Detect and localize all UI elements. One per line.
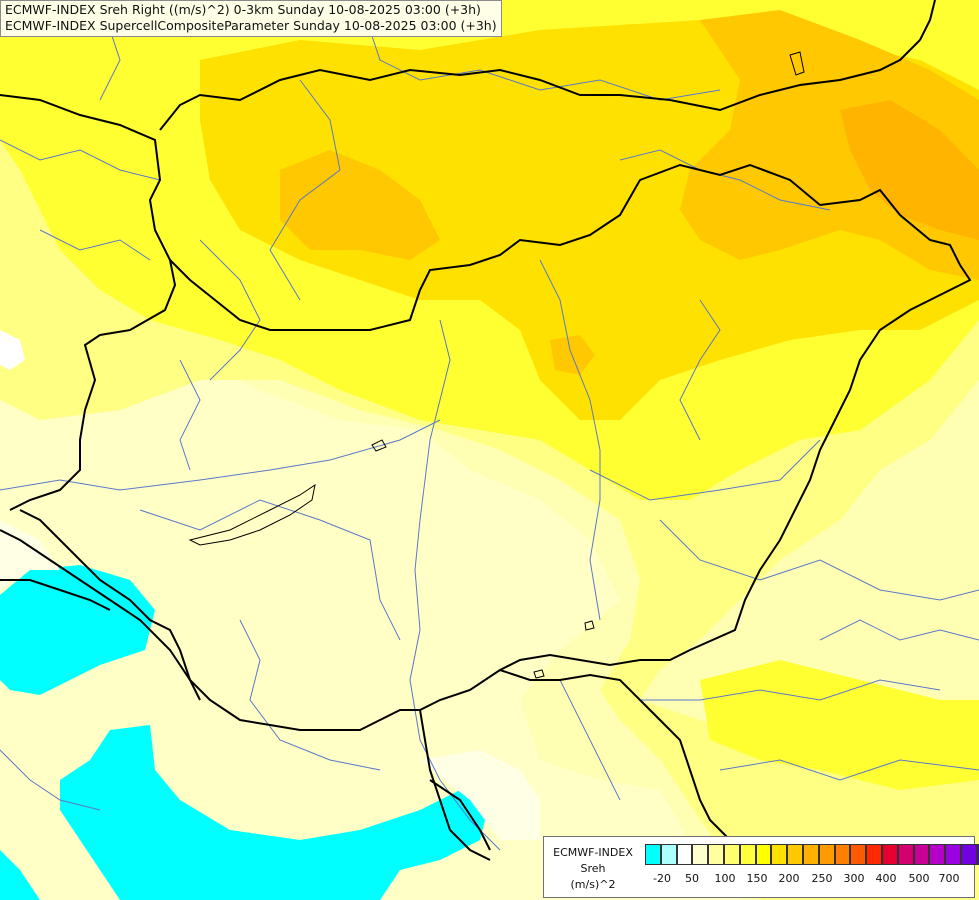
border-north [0, 94, 177, 511]
sreh-negative-south [60, 725, 490, 900]
border-croatia [0, 529, 491, 861]
country-borders [0, 0, 972, 861]
border-ukraine [919, 0, 936, 41]
border-sw [0, 579, 111, 611]
legend-swatch [723, 844, 740, 865]
legend-swatch [692, 844, 709, 865]
legend-ticks: -20 50 100 150 200 250 300 400 500 700 [645, 872, 975, 888]
sreh-band-orange [840, 100, 979, 240]
legend-label: ECMWF-INDEX Sreh (m/s)^2 [544, 837, 642, 893]
legend-swatch [771, 844, 788, 865]
border-hungary [19, 163, 972, 731]
sreh-low-west [0, 330, 25, 370]
legend-swatch [787, 844, 803, 865]
legend-swatch [739, 844, 756, 865]
legend-tick-label: 200 [778, 872, 800, 885]
lake-se [584, 620, 595, 631]
legend-swatch [645, 844, 661, 865]
legend-swatch [976, 844, 979, 865]
legend-tick-label: 50 [685, 872, 699, 885]
sreh-band-amber [280, 150, 440, 260]
legend-swatch [850, 844, 867, 865]
legend-swatch [818, 844, 835, 865]
legend-tick-label: 500 [908, 872, 930, 885]
legend-swatch [866, 844, 882, 865]
legend-swatch [834, 844, 851, 865]
legend-swatch [660, 844, 677, 865]
legend-tick-label: 100 [714, 872, 736, 885]
border-serbia [499, 669, 731, 841]
lake-small [371, 439, 387, 452]
legend-swatch [676, 844, 693, 865]
lake-ne [789, 51, 805, 76]
legend-tick-label: 250 [811, 872, 833, 885]
sreh-negative-southwest [0, 850, 40, 900]
legend-label-line-2: Sreh [580, 862, 606, 875]
legend-swatch [755, 844, 772, 865]
color-legend: ECMWF-INDEX Sreh (m/s)^2 -20 50 100 150 200 2… [543, 836, 979, 898]
legend-swatch [929, 844, 946, 865]
lakes [188, 51, 805, 679]
legend-tick-label: -20 [653, 872, 671, 885]
map-title-line-2: ECMWF-INDEX SupercellCompositeParameter … [5, 18, 497, 33]
legend-tick-label: 150 [746, 872, 768, 885]
map-title-box: ECMWF-INDEX Sreh Right ((m/s)^2) 0-3km S… [0, 0, 502, 37]
legend-swatch [802, 844, 819, 865]
lake-south [533, 669, 545, 679]
legend-label-line-1: ECMWF-INDEX [553, 846, 633, 859]
legend-swatch [708, 844, 724, 865]
legend-swatch [897, 844, 914, 865]
rivers [0, 0, 979, 851]
legend-tick-label: 700 [938, 872, 960, 885]
sreh-low-south [420, 750, 540, 840]
sreh-negative-west [0, 565, 155, 695]
legend-swatch [913, 844, 930, 865]
legend-label-line-3: (m/s)^2 [570, 878, 616, 891]
legend-swatch [960, 844, 977, 865]
legend-swatches [645, 844, 979, 865]
legend-tick-label: 300 [843, 872, 865, 885]
sreh-band-se-yellow [700, 660, 979, 790]
border-slovakia [159, 39, 921, 131]
border-bosnia [429, 779, 491, 851]
legend-swatch [881, 844, 898, 865]
map-title-line-1: ECMWF-INDEX Sreh Right ((m/s)^2) 0-3km S… [5, 2, 481, 17]
legend-swatch [945, 844, 961, 865]
lake-balaton [188, 483, 316, 546]
legend-tick-label: 400 [875, 872, 897, 885]
